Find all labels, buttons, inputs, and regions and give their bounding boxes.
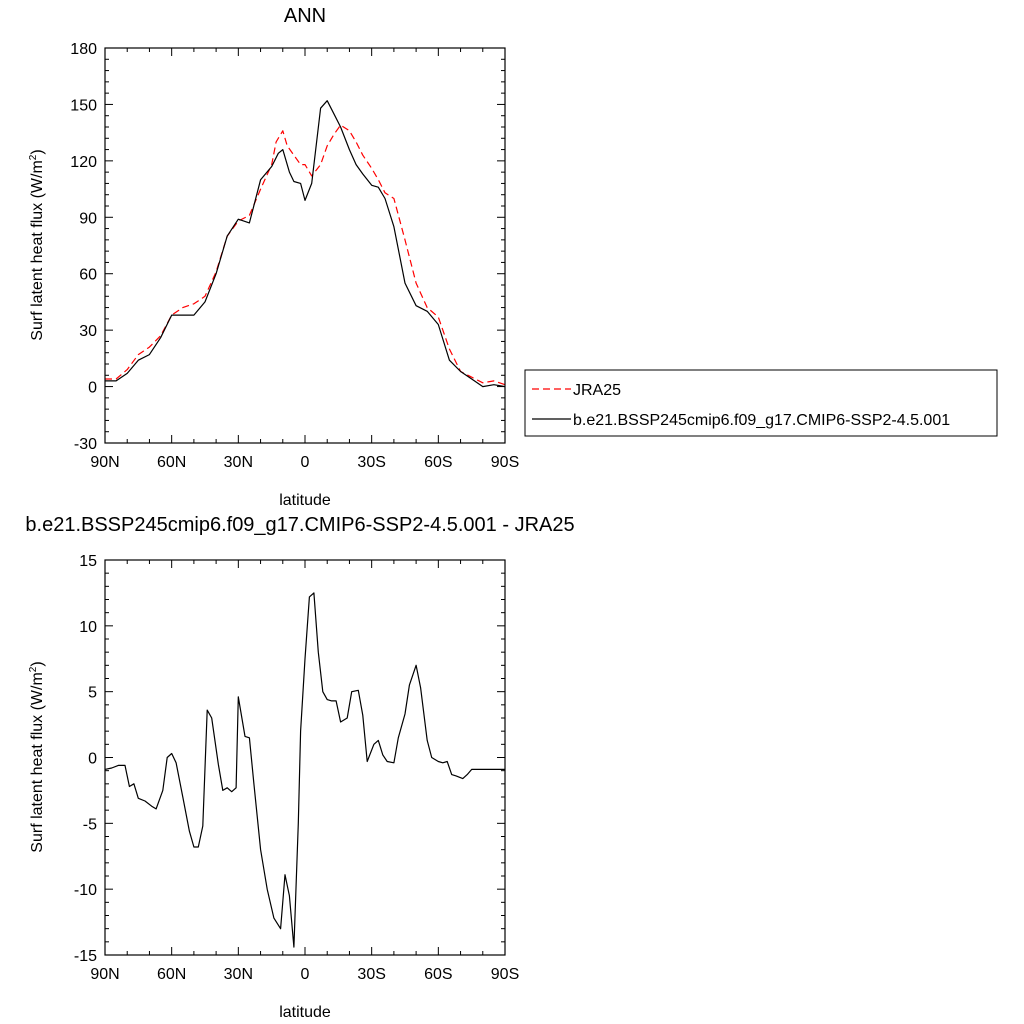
top-title: ANN bbox=[284, 5, 326, 27]
bottom-xlabel: latitude bbox=[279, 1004, 331, 1021]
bottom-xtick-label: 0 bbox=[301, 966, 310, 983]
top-xtick-label: 30S bbox=[357, 454, 385, 471]
top-xtick-label: 90N bbox=[90, 454, 119, 471]
top-xtick-label: 90S bbox=[491, 454, 519, 471]
legend-label-model: b.e21.BSSP245cmip6.f09_g17.CMIP6-SSP2-4.… bbox=[573, 412, 950, 429]
top-series-line-0 bbox=[105, 124, 506, 386]
top-ytick-label: 0 bbox=[88, 380, 97, 397]
bottom-ylabel: Surf latent heat flux (W/m2) bbox=[28, 661, 46, 852]
bottom-series-line-0 bbox=[104, 592, 505, 948]
top-plot-frame bbox=[104, 47, 506, 444]
top-xtick-label: 60N bbox=[157, 454, 186, 471]
top-ytick-label: 30 bbox=[79, 323, 97, 340]
bottom-xtick-label: 90S bbox=[491, 966, 519, 983]
top-xlabel: latitude bbox=[279, 492, 331, 509]
bottom-ytick-label: 15 bbox=[79, 553, 97, 570]
bottom-xtick-label: 90N bbox=[90, 966, 119, 983]
top-ytick-label: 180 bbox=[70, 41, 97, 58]
bottom-xtick-label: 30N bbox=[224, 966, 253, 983]
top-panel: ANN -30 0 30 60 90 120 150 180 90N 60N 30N 0 30S 60S… bbox=[28, 5, 519, 509]
bottom-ytick-label: 0 bbox=[88, 751, 97, 768]
top-xtick-label: 30N bbox=[224, 454, 253, 471]
legend: JRA25 b.e21.BSSP245cmip6.f09_g17.CMIP6-S… bbox=[524, 369, 998, 437]
bottom-ytick-label: -15 bbox=[74, 948, 97, 965]
bottom-ytick-label: -10 bbox=[74, 882, 97, 899]
bottom-plot-frame bbox=[104, 559, 506, 956]
top-xtick-label: 60S bbox=[424, 454, 452, 471]
top-ytick-label: 120 bbox=[70, 154, 97, 171]
legend-box bbox=[524, 369, 998, 437]
top-ylabel: Surf latent heat flux (W/m2) bbox=[28, 149, 46, 340]
top-series-line-1 bbox=[105, 100, 506, 388]
top-ytick-label: 60 bbox=[79, 267, 97, 284]
bottom-panel: b.e21.BSSP245cmip6.f09_g17.CMIP6-SSP2-4.… bbox=[25, 514, 574, 1021]
bottom-ytick-label: -5 bbox=[83, 816, 97, 833]
bottom-title: b.e21.BSSP245cmip6.f09_g17.CMIP6-SSP2-4.… bbox=[25, 514, 574, 536]
top-xtick-label: 0 bbox=[301, 454, 310, 471]
bottom-xtick-label: 60S bbox=[424, 966, 452, 983]
top-ytick-label: -30 bbox=[74, 436, 97, 453]
bottom-xtick-label: 30S bbox=[357, 966, 385, 983]
bottom-ytick-label: 5 bbox=[88, 685, 97, 702]
bottom-xtick-label: 60N bbox=[157, 966, 186, 983]
top-ytick-label: 150 bbox=[70, 97, 97, 114]
top-ytick-label: 90 bbox=[79, 210, 97, 227]
legend-label-jra25: JRA25 bbox=[573, 382, 621, 399]
bottom-ytick-label: 10 bbox=[79, 619, 97, 636]
